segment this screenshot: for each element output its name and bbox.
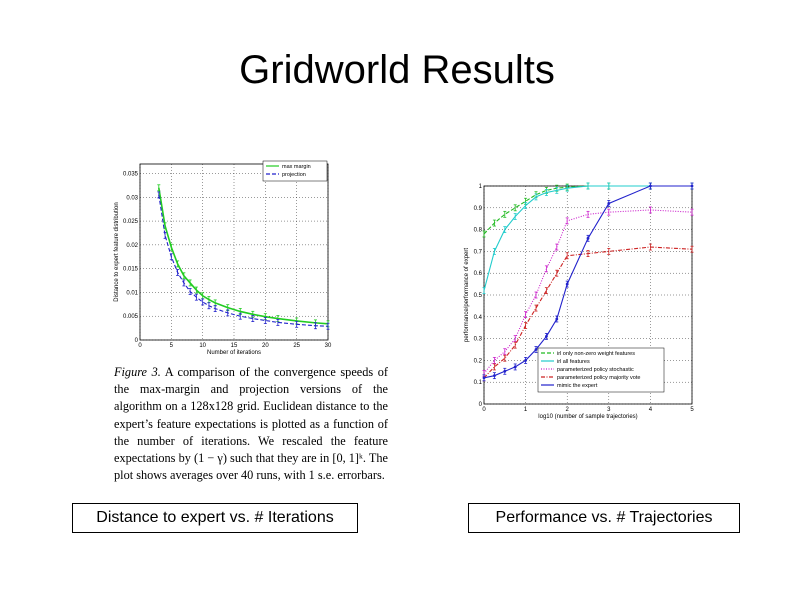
- x-tick-label: 30: [325, 343, 332, 349]
- y-tick-label: 0.03: [126, 195, 138, 201]
- legend-label: parameterized policy majority vote: [557, 375, 640, 381]
- y-tick-label: 0.025: [123, 219, 139, 225]
- y-tick-label: 0.005: [123, 314, 139, 320]
- y-tick-label: 0.2: [474, 358, 483, 364]
- y-tick-label: 0.01: [126, 290, 138, 296]
- data-point: [513, 365, 517, 369]
- data-point: [607, 202, 611, 205]
- x-tick-label: 1: [524, 407, 528, 413]
- x-tick-label: 25: [293, 343, 300, 349]
- figure-caption: Figure 3. A comparison of the convergenc…: [114, 364, 388, 484]
- y-tick-label: 1: [479, 184, 483, 190]
- data-point: [524, 359, 527, 362]
- x-tick-label: 10: [199, 343, 206, 349]
- series-line: [158, 194, 329, 327]
- x-tick-label: 5: [170, 343, 174, 349]
- x-tick-label: 4: [649, 407, 653, 413]
- data-point: [649, 184, 652, 188]
- y-tick-label: 0.02: [126, 243, 138, 249]
- legend-label: parameterized policy stochastic: [557, 367, 634, 373]
- figure-label: Figure 3.: [114, 365, 161, 379]
- data-point: [545, 335, 548, 338]
- data-point: [586, 236, 590, 240]
- y-axis-label: performance/performance of expert: [464, 248, 470, 342]
- legend-box: [537, 347, 665, 393]
- legend-label: projection: [282, 172, 306, 178]
- x-tick-label: 2: [566, 407, 570, 413]
- y-tick-label: 0.3: [474, 337, 483, 343]
- legend-label: irl all features: [557, 359, 590, 365]
- y-tick-label: 0.5: [474, 293, 483, 299]
- y-axis-label: Distance to expert feature distribution: [114, 202, 120, 301]
- y-tick-label: 0: [479, 402, 483, 408]
- y-tick-label: 0.8: [474, 228, 483, 234]
- data-point: [565, 282, 569, 286]
- x-axis-label: Number of iterations: [207, 350, 261, 356]
- y-tick-label: 0.1: [474, 380, 483, 386]
- figure-caption-text: A comparison of the convergence speeds o…: [114, 365, 388, 483]
- y-tick-label: 0.4: [474, 315, 483, 321]
- data-point: [503, 369, 507, 373]
- legend-label: irl only non-zero weight features: [557, 351, 635, 357]
- data-point: [690, 184, 694, 188]
- caption-box-distance: Distance to expert vs. # Iterations: [72, 503, 358, 533]
- slide-title: Gridworld Results: [239, 48, 555, 92]
- performance-chart: 0 1 2 3 4 5 0 0.1 0.2 0.3 0.4 0.5 0.6 0.7 0.8 0.9 1 log10…: [464, 182, 694, 420]
- caption-box-performance: Performance vs. # Trajectories: [468, 503, 740, 533]
- data-point: [482, 376, 486, 380]
- y-tick-label: 0.035: [123, 172, 139, 178]
- x-tick-label: 20: [262, 343, 269, 349]
- legend-label: mimic the expert: [557, 383, 598, 389]
- y-tick-label: 0.7: [474, 249, 483, 255]
- data-point: [534, 348, 538, 351]
- x-tick-label: 5: [690, 407, 694, 413]
- x-tick-label: 0: [138, 343, 142, 349]
- x-tick-label: 0: [482, 407, 486, 413]
- legend-label: max margin: [282, 164, 311, 170]
- x-tick-label: 15: [231, 343, 238, 349]
- y-tick-label: 0.015: [123, 267, 139, 273]
- data-point: [555, 317, 559, 321]
- y-tick-label: 0: [135, 338, 139, 344]
- data-point: [493, 374, 496, 378]
- distance-chart: 0 5 10 15 20 25 30 0 0.005 0.01 0.015 0.02 0.025 0.03…: [114, 160, 332, 356]
- x-axis-label: log10 (number of sample trajectories): [538, 414, 637, 420]
- y-tick-label: 0.6: [474, 271, 483, 277]
- x-tick-label: 3: [607, 407, 611, 413]
- y-tick-label: 0.9: [474, 206, 483, 212]
